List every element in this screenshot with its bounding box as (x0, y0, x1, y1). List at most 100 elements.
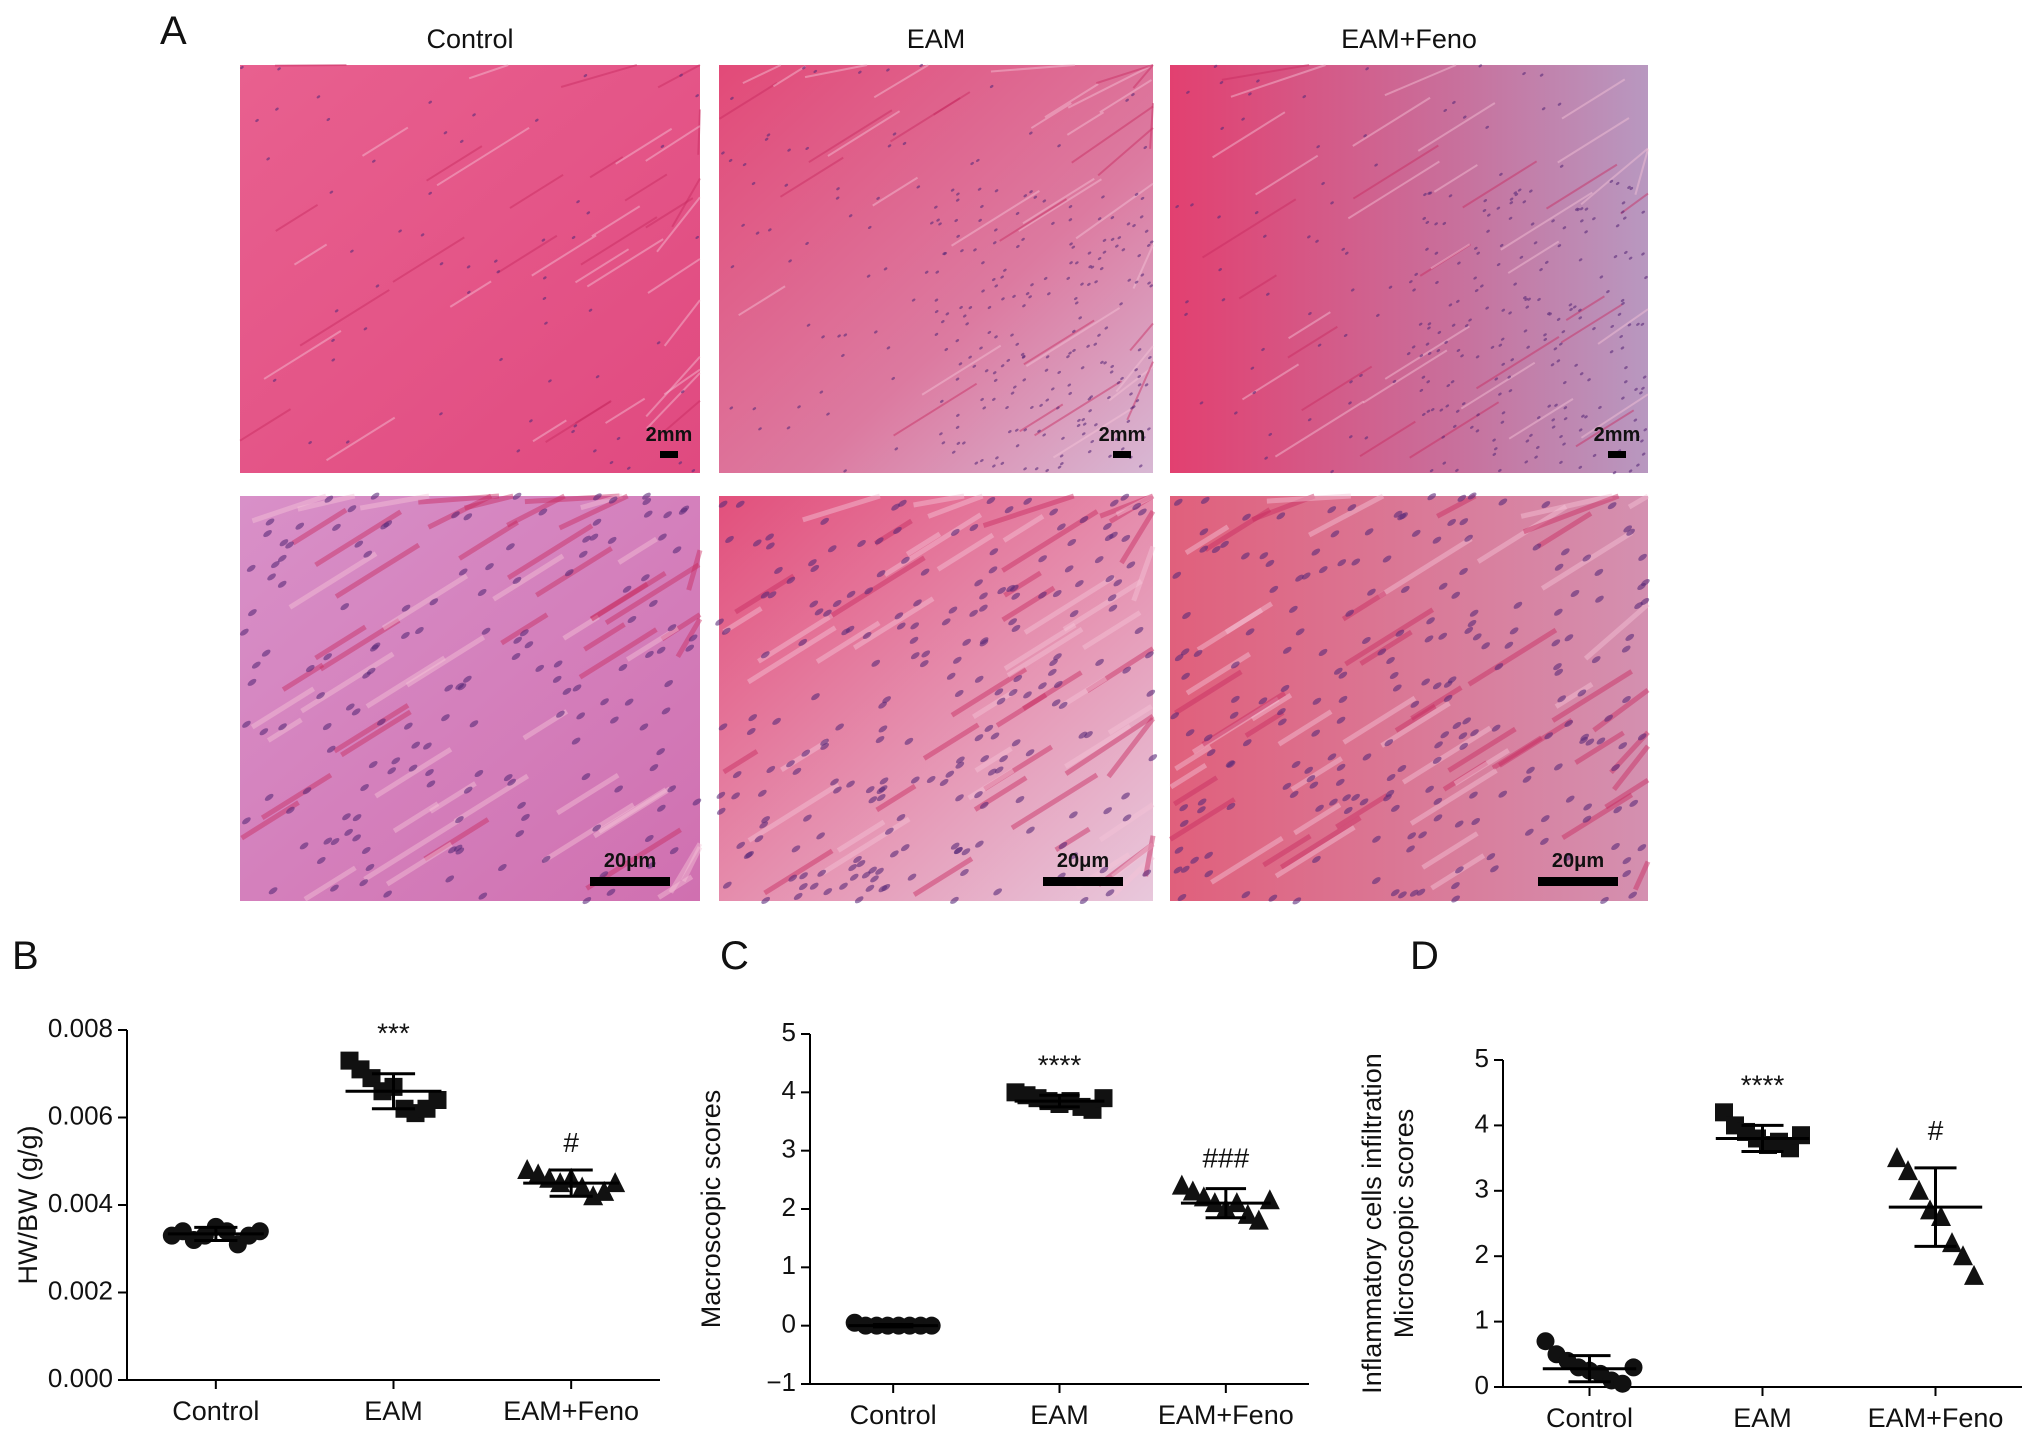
nucleus (1496, 206, 1501, 210)
tissue-fiber (1064, 714, 1155, 776)
nucleus (1598, 405, 1602, 409)
nucleus (1173, 866, 1183, 874)
nucleus (809, 882, 819, 890)
nucleus (1591, 656, 1601, 664)
nucleus (485, 563, 494, 571)
nucleus (1539, 73, 1544, 77)
tissue-fiber (1274, 400, 1365, 458)
nucleus (542, 296, 547, 300)
nucleus (451, 511, 460, 519)
nucleus (984, 369, 989, 373)
nucleus (1021, 237, 1025, 241)
nucleus (1452, 721, 1462, 730)
nucleus (578, 550, 588, 558)
nucleus (945, 312, 950, 316)
nucleus (513, 636, 522, 644)
nucleus (1562, 226, 1567, 230)
nucleus (507, 778, 516, 786)
nucleus (827, 545, 837, 553)
nucleus (377, 718, 386, 726)
nucleus (857, 539, 866, 548)
nucleus (1211, 546, 1221, 554)
tissue-fiber (1025, 307, 1121, 367)
nucleus (1426, 617, 1435, 625)
tissue-fiber (1224, 607, 1264, 635)
panel-label: C (720, 934, 749, 978)
nucleus (1548, 312, 1552, 316)
nucleus (352, 814, 362, 822)
nucleus (969, 609, 978, 617)
nucleus (1440, 731, 1450, 739)
tissue-fiber (1034, 380, 1123, 437)
x-tick-label: EAM+Feno (503, 1396, 639, 1426)
nucleus (970, 161, 974, 166)
nucleus (1115, 244, 1119, 248)
nucleus (1010, 333, 1014, 337)
nucleus (768, 228, 772, 232)
nucleus (350, 249, 354, 253)
nucleus (805, 241, 809, 245)
nucleus (853, 855, 862, 864)
nucleus (1459, 742, 1469, 750)
tissue-fiber (1476, 504, 1568, 564)
nucleus (423, 742, 432, 750)
nucleus (1422, 216, 1426, 221)
nucleus (1525, 305, 1530, 309)
nucleus (1254, 211, 1259, 215)
nucleus (1618, 742, 1628, 750)
nucleus (982, 406, 987, 410)
nucleus (420, 233, 425, 237)
tissue-fiber (1062, 579, 1143, 632)
nucleus (766, 765, 776, 773)
nucleus (1179, 804, 1189, 812)
nucleus (1455, 409, 1460, 413)
tissue-fiber (1536, 511, 1593, 549)
nucleus (1469, 609, 1479, 617)
nucleus (992, 397, 996, 401)
tissue-fiber (660, 612, 702, 642)
data-point (1248, 1209, 1269, 1230)
tissue-fiber (1453, 748, 1510, 786)
nucleus (1377, 648, 1387, 656)
nucleus (1464, 324, 1469, 328)
nucleus (956, 756, 965, 764)
y-tick-label: 0 (1475, 1370, 1489, 1400)
nucleus (846, 780, 855, 788)
tissue-fiber (1419, 243, 1472, 277)
nucleus (1234, 411, 1238, 415)
nucleus (1527, 297, 1531, 301)
nucleus (876, 570, 886, 578)
nucleus (974, 791, 983, 799)
tissue-fiber (1508, 397, 1574, 440)
nucleus (1175, 205, 1179, 209)
tissue-fiber (1491, 735, 1543, 771)
nucleus (1563, 381, 1567, 385)
nucleus (1509, 201, 1514, 205)
nucleus (1000, 461, 1005, 465)
nucleus (656, 748, 665, 756)
tissue-fiber (436, 126, 530, 187)
nucleus (1199, 528, 1209, 536)
nucleus (841, 354, 845, 358)
nucleus (1125, 98, 1129, 102)
nucleus (837, 334, 841, 338)
tissue-fiber (1221, 64, 1310, 81)
nucleus (1529, 433, 1533, 437)
tissue-fiber (680, 846, 703, 883)
nucleus (748, 714, 758, 722)
nucleus (517, 801, 526, 809)
tissue-fiber (951, 190, 1040, 247)
tissue-fiber (1052, 408, 1132, 459)
nucleus (1371, 877, 1381, 885)
nucleus (722, 881, 732, 889)
nucleus (1057, 523, 1066, 531)
nucleus (1427, 322, 1432, 326)
nucleus (1051, 699, 1061, 707)
nucleus (1609, 179, 1614, 183)
nucleus (1282, 646, 1292, 654)
nucleus (1579, 372, 1584, 376)
nucleus (1282, 782, 1292, 790)
nucleus (1179, 819, 1189, 827)
